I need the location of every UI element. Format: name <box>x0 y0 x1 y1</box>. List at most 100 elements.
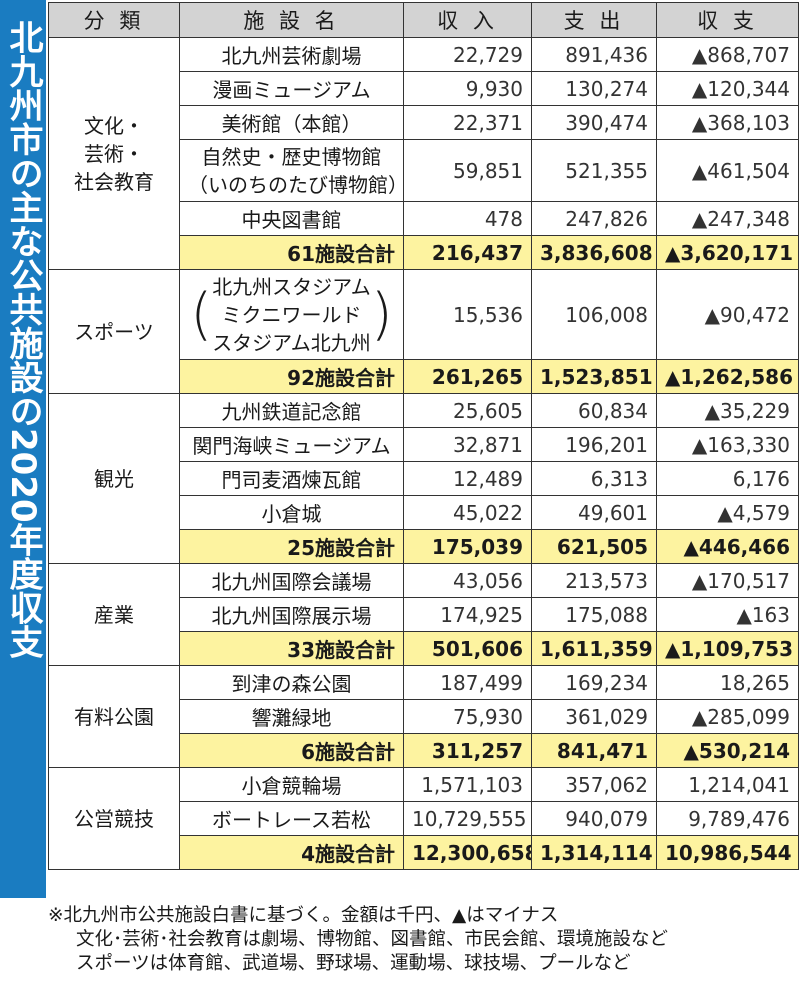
income-total: 501,606 <box>403 631 532 666</box>
subtotal-label: 61施設合計 <box>179 235 404 270</box>
facility-name: 自然史・歴史博物館 （いのちのたび博物館） <box>179 139 404 202</box>
subtotal-label: 4施設合計 <box>179 835 404 870</box>
subtotal-label: 6施設合計 <box>179 733 404 768</box>
facility-name: ( 北九州スタジアム ミクニワールド スタジアム北九州 ) <box>179 269 404 360</box>
subtotal-row: 25施設合計 175,039 621,505 ▲446,466 <box>49 529 799 564</box>
balance-value: 1,214,041 <box>656 767 799 802</box>
expense-value: 361,029 <box>531 699 657 734</box>
balance-value: ▲285,099 <box>656 699 799 734</box>
table-row: 有料公園 到津の森公園 187,499 169,234 18,265 <box>48 665 799 768</box>
income-value: 75,930 <box>403 699 532 734</box>
income-value: 25,605 <box>403 393 532 428</box>
balance-value: ▲461,504 <box>656 139 799 202</box>
facility-name: 美術館（本館） <box>179 105 404 140</box>
table-row: 文化・ 芸術・ 社会教育 北九州芸術劇場 22,729 891,436 ▲868… <box>48 37 799 270</box>
expense-value: 130,274 <box>531 71 657 106</box>
vertical-title-bar: 北九州市の主な公共施設の2020年度収支 <box>0 0 46 898</box>
facility-name: 到津の森公園 <box>179 665 404 700</box>
income-value: 10,729,555 <box>403 801 532 836</box>
expense-total: 1,314,114 <box>531 835 657 870</box>
footnote-line: ※北九州市公共施設白書に基づく。金額は千円、▲はマイナス <box>48 905 559 926</box>
footnotes: ※北九州市公共施設白書に基づく。金額は千円、▲はマイナス 文化･芸術･社会教育は… <box>48 904 798 976</box>
expense-value: 175,088 <box>531 597 657 632</box>
balance-total: ▲1,262,586 <box>656 359 799 394</box>
category-industry: 産業 <box>48 563 180 666</box>
expense-value: 390,474 <box>531 105 657 140</box>
income-value: 45,022 <box>403 495 532 530</box>
balance-value: ▲4,579 <box>656 495 799 530</box>
facility-name: 漫画ミュージアム <box>179 71 404 106</box>
category-culture: 文化・ 芸術・ 社会教育 <box>48 37 180 270</box>
expense-value: 169,234 <box>531 665 657 700</box>
balance-total: ▲530,214 <box>656 733 799 768</box>
expense-total: 3,836,608 <box>531 235 657 270</box>
balance-value: ▲170,517 <box>656 563 799 598</box>
subtotal-row: 92施設合計 261,265 1,523,851 ▲1,262,586 <box>49 359 799 394</box>
table-row: ボートレース若松 10,729,555 940,079 9,789,476 <box>49 801 799 836</box>
balance-value: 9,789,476 <box>656 801 799 836</box>
balance-value: ▲90,472 <box>656 269 799 360</box>
income-value: 9,930 <box>403 71 532 106</box>
facility-name: 九州鉄道記念館 <box>179 393 404 428</box>
category-parks: 有料公園 <box>48 665 180 768</box>
facility-name: 門司麦酒煉瓦館 <box>179 461 404 496</box>
balance-value: ▲247,348 <box>656 201 799 236</box>
subtotal-label: 92施設合計 <box>179 359 404 394</box>
facility-name: 中央図書館 <box>179 201 404 236</box>
header-expense: 支 出 <box>531 2 657 38</box>
category-sports: スポーツ <box>48 269 180 394</box>
expense-value: 247,826 <box>531 201 657 236</box>
income-value: 15,536 <box>403 269 532 360</box>
expense-total: 621,505 <box>531 529 657 564</box>
income-value: 174,925 <box>403 597 532 632</box>
footnote-line: スポーツは体育館、武道場、野球場、運動場、球技場、プールなど <box>76 953 631 974</box>
balance-value: 6,176 <box>656 461 799 496</box>
subtotal-row: 6施設合計 311,257 841,471 ▲530,214 <box>49 733 799 768</box>
facility-name: 北九州芸術劇場 <box>179 37 404 72</box>
balance-value: 18,265 <box>656 665 799 700</box>
facility-name: ボートレース若松 <box>179 801 404 836</box>
expense-value: 521,355 <box>531 139 657 202</box>
expense-total: 1,523,851 <box>531 359 657 394</box>
expense-value: 196,201 <box>531 427 657 462</box>
income-total: 12,300,658 <box>403 835 532 870</box>
table-row: スポーツ ( 北九州スタジアム ミクニワールド スタジアム北九州 ) 15,53… <box>48 269 799 394</box>
balance-value: ▲163,330 <box>656 427 799 462</box>
header-balance: 収 支 <box>656 2 799 38</box>
table-row: 北九州国際展示場 174,925 175,088 ▲163 <box>49 597 799 632</box>
balance-total: ▲3,620,171 <box>656 235 799 270</box>
expense-value: 60,834 <box>531 393 657 428</box>
income-value: 22,729 <box>403 37 532 72</box>
table-row: 小倉城 45,022 49,601 ▲4,579 <box>49 495 799 530</box>
table-row: 響灘緑地 75,930 361,029 ▲285,099 <box>49 699 799 734</box>
income-value: 12,489 <box>403 461 532 496</box>
expense-value: 106,008 <box>531 269 657 360</box>
expense-value: 49,601 <box>531 495 657 530</box>
income-value: 187,499 <box>403 665 532 700</box>
table-row: 自然史・歴史博物館 （いのちのたび博物館） 59,851 521,355 ▲46… <box>49 139 799 202</box>
header-facility: 施 設 名 <box>179 2 404 38</box>
expense-value: 940,079 <box>531 801 657 836</box>
balance-value: ▲35,229 <box>656 393 799 428</box>
table-row: 関門海峡ミュージアム 32,871 196,201 ▲163,330 <box>49 427 799 462</box>
expense-total: 1,611,359 <box>531 631 657 666</box>
table-row: 産業 北九州国際会議場 43,056 213,573 ▲170,517 <box>48 563 799 666</box>
balance-total: ▲446,466 <box>656 529 799 564</box>
facility-name: 北九州国際会議場 <box>179 563 404 598</box>
subtotal-label: 33施設合計 <box>179 631 404 666</box>
table-row: 中央図書館 478 247,826 ▲247,348 <box>49 201 799 236</box>
facility-balance-table: 分 類 施 設 名 収 入 支 出 収 支 文化・ 芸術・ 社会教育 北九州芸術… <box>48 2 799 870</box>
expense-value: 6,313 <box>531 461 657 496</box>
footnote-line: 文化･芸術･社会教育は劇場、博物館、図書館、市民会館、環境施設など <box>76 929 669 950</box>
balance-total: ▲1,109,753 <box>656 631 799 666</box>
income-total: 216,437 <box>403 235 532 270</box>
facility-name: 小倉競輪場 <box>179 767 404 802</box>
income-value: 22,371 <box>403 105 532 140</box>
expense-value: 891,436 <box>531 37 657 72</box>
income-value: 59,851 <box>403 139 532 202</box>
income-total: 311,257 <box>403 733 532 768</box>
balance-value: ▲368,103 <box>656 105 799 140</box>
income-total: 261,265 <box>403 359 532 394</box>
facility-name: 関門海峡ミュージアム <box>179 427 404 462</box>
expense-value: 213,573 <box>531 563 657 598</box>
